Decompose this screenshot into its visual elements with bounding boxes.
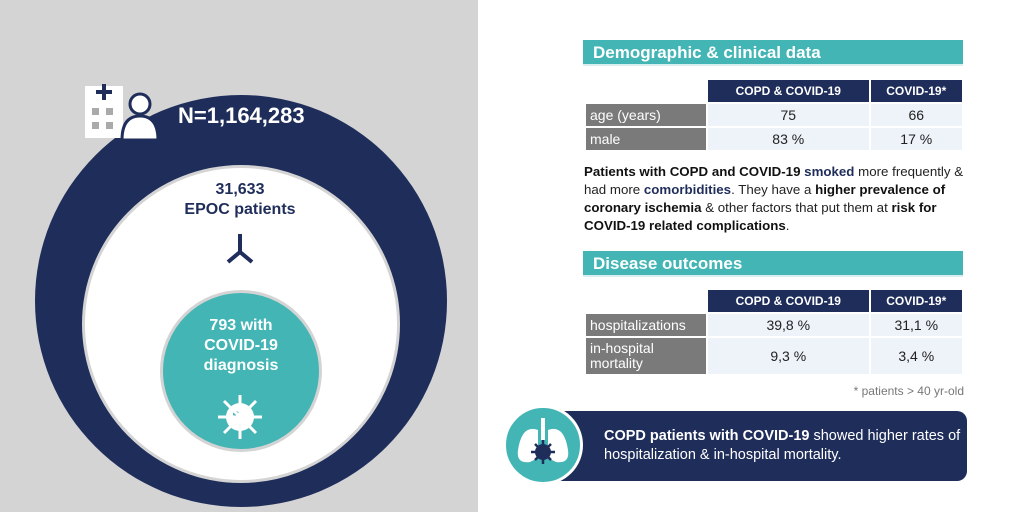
conclusion-text: showed higher rates of hospitalization &… (604, 428, 961, 463)
summary-text: Patients with COPD and COVID-19 smoked m… (584, 163, 974, 235)
text: . They have a (731, 182, 816, 197)
table-row: male 83 % 17 % (586, 128, 962, 150)
table-row: hospitalizations 39,8 % 31,1 % (586, 314, 962, 336)
row-label: in-hospital mortality (586, 338, 706, 374)
column-header: COPD & COVID-19 (708, 80, 869, 102)
lungs-virus-badge (503, 405, 583, 485)
virus-icon (218, 395, 262, 439)
epoc-count: 31,633 (215, 181, 265, 198)
lungs-icon (213, 234, 267, 273)
covid-line: 793 with (209, 317, 273, 334)
text-bold: higher prevalence of coronary ischemia (584, 182, 946, 215)
text-bold: Patients with COPD and COVID-19 (584, 164, 805, 179)
column-header: COVID-19* (870, 80, 962, 102)
cell: 31,1 % (870, 314, 962, 336)
cell: 39,8 % (708, 314, 869, 336)
demographic-header: Demographic & clinical data (583, 40, 963, 66)
covid-line: COVID-19 (204, 337, 278, 354)
row-label: age (years) (586, 104, 706, 126)
cell: 17 % (870, 128, 962, 150)
population-panel: N=1,164,283 31,633 EPOC patients 793 with… (0, 0, 478, 512)
hospital-patient-icon (85, 84, 160, 142)
column-header: COVID-19* (870, 290, 962, 312)
cell: 9,3 % (708, 338, 869, 374)
cell: 75 (708, 104, 869, 126)
conclusion-bold: COPD patients with COVID-19 (604, 428, 810, 444)
text-bold: smoked (804, 164, 855, 179)
text: & other factors that put them at (701, 200, 892, 215)
covid-diagnosis: 793 with COVID-19 diagnosis (160, 316, 322, 376)
text-bold: risk for COVID-19 related complications (584, 200, 937, 233)
outcomes-header: Disease outcomes (583, 251, 963, 277)
outcomes-table: COPD & COVID-19 COVID-19* hospitalization… (584, 288, 964, 376)
total-patients: N=1,164,283 (178, 103, 305, 128)
table-row: in-hospital mortality 9,3 % 3,4 % (586, 338, 962, 374)
epoc-label: EPOC patients (184, 201, 296, 218)
conclusion-banner: COPD patients with COVID-19 showed highe… (530, 411, 967, 481)
epoc-patients: 31,633 EPOC patients (140, 180, 340, 220)
row-label: hospitalizations (586, 314, 706, 336)
footnote: * patients > 40 yr-old (853, 384, 964, 398)
text: more frequently & had more (584, 164, 964, 197)
covid-line: diagnosis (203, 357, 279, 374)
cell: 3,4 % (870, 338, 962, 374)
row-label: male (586, 128, 706, 150)
text: . (785, 218, 790, 233)
infected-lungs-icon (517, 418, 569, 464)
cell: 83 % (708, 128, 869, 150)
text-bold: comorbidities (643, 182, 732, 197)
column-header: COPD & COVID-19 (708, 290, 869, 312)
cell: 66 (870, 104, 962, 126)
demographic-table: COPD & COVID-19 COVID-19* age (years) 75 66… (584, 78, 964, 152)
table-row: age (years) 75 66 (586, 104, 962, 126)
